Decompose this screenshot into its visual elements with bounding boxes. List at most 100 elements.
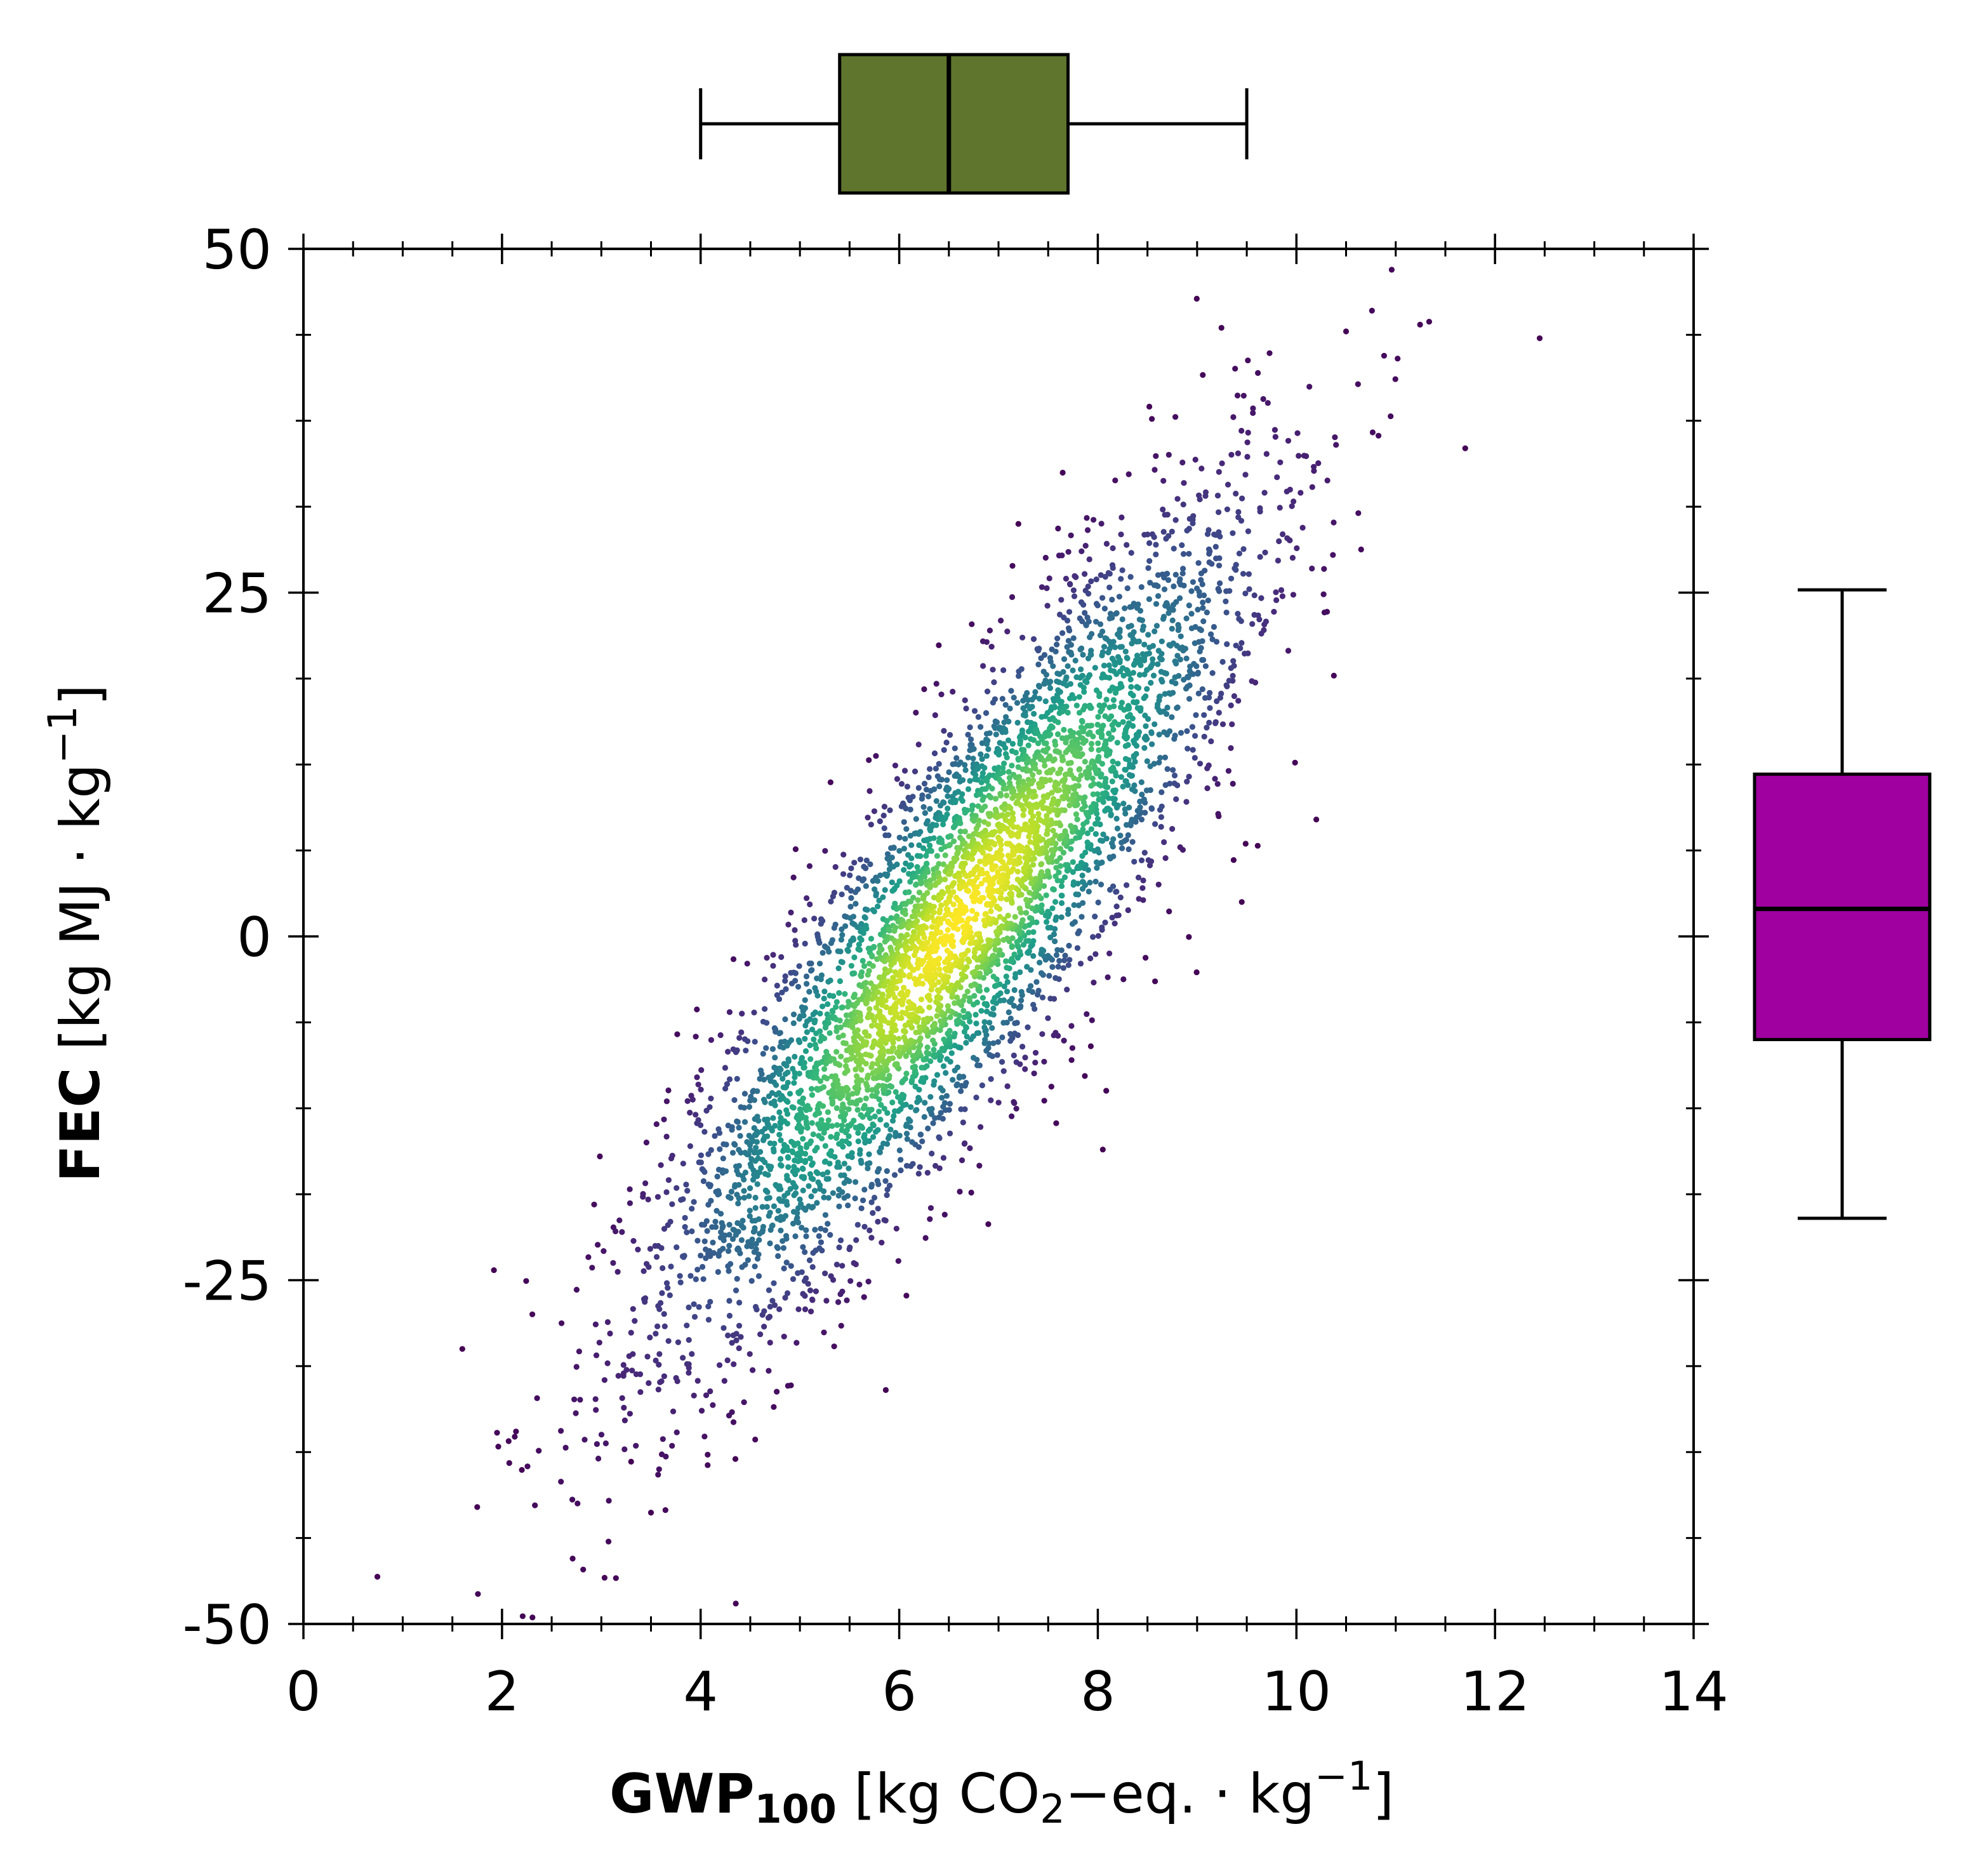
scatter-point — [941, 1100, 948, 1106]
scatter-point — [828, 1148, 834, 1154]
scatter-point — [1166, 908, 1172, 915]
scatter-point — [1164, 704, 1171, 711]
scatter-point — [888, 915, 894, 921]
scatter-point — [738, 1334, 744, 1340]
scatter-point — [853, 1124, 859, 1131]
scatter-point — [1025, 759, 1032, 765]
scatter-point — [1079, 853, 1085, 859]
scatter-point — [1032, 689, 1039, 695]
scatter-point — [948, 1050, 955, 1056]
scatter-point — [938, 902, 945, 908]
scatter-point — [940, 821, 946, 828]
scatter-point — [960, 1008, 967, 1014]
scatter-point — [774, 982, 780, 989]
scatter-point — [1035, 740, 1042, 747]
scatter-point — [710, 1250, 717, 1256]
scatter-point — [1311, 463, 1317, 470]
scatter-point — [855, 1129, 861, 1136]
scatter-point — [941, 799, 947, 806]
scatter-point — [921, 780, 928, 787]
scatter-point — [982, 911, 988, 917]
scatter-point — [1237, 645, 1244, 651]
scatter-point — [974, 889, 981, 896]
scatter-point — [946, 898, 953, 905]
scatter-point — [1145, 531, 1151, 538]
scatter-point — [856, 1281, 863, 1287]
scatter-point — [941, 728, 947, 734]
scatter-point — [861, 1132, 868, 1138]
scatter-point — [946, 871, 953, 877]
scatter-point — [856, 941, 862, 948]
scatter-point — [1079, 872, 1085, 879]
scatter-point — [769, 1222, 776, 1228]
scatter-point — [802, 1022, 809, 1028]
scatter-point — [1092, 831, 1099, 837]
scatter-point — [851, 954, 858, 961]
scatter-point — [924, 1044, 931, 1051]
scatter-point — [1096, 747, 1102, 754]
scatter-point — [1183, 799, 1190, 805]
scatter-point — [998, 617, 1004, 624]
scatter-point — [734, 1119, 741, 1125]
scatter-point — [1120, 976, 1127, 983]
scatter-point — [964, 1034, 970, 1040]
scatter-point — [1009, 955, 1015, 962]
scatter-point — [999, 1059, 1006, 1065]
scatter-point — [1193, 712, 1199, 718]
scatter-point — [877, 872, 884, 879]
scatter-point — [621, 1417, 628, 1423]
scatter-point — [795, 1140, 801, 1147]
scatter-point — [1059, 552, 1065, 559]
scatter-point — [1081, 689, 1087, 695]
scatter-point — [783, 986, 789, 992]
scatter-point — [1462, 445, 1468, 451]
scatter-point — [787, 1186, 793, 1192]
scatter-point — [1235, 509, 1242, 516]
scatter-point — [1228, 451, 1235, 458]
scatter-point — [991, 679, 997, 686]
scatter-point — [839, 959, 846, 966]
scatter-point — [707, 1388, 714, 1395]
scatter-point — [1122, 726, 1129, 733]
scatter-point — [1214, 781, 1221, 787]
scatter-point — [1160, 616, 1167, 622]
scatter-point — [594, 1441, 601, 1447]
scatter-point — [783, 1144, 790, 1150]
scatter-point — [656, 1466, 662, 1472]
scatter-point — [937, 920, 943, 926]
scatter-point — [1141, 849, 1148, 856]
scatter-point — [861, 1223, 868, 1230]
scatter-point — [1093, 576, 1099, 583]
scatter-point — [1251, 611, 1258, 618]
scatter-point — [1084, 679, 1090, 686]
scatter-point — [1095, 756, 1101, 762]
scatter-point — [1000, 781, 1007, 787]
scatter-point — [519, 1467, 525, 1473]
scatter-point — [1011, 860, 1018, 867]
scatter-point — [836, 990, 842, 996]
scatter-point — [1025, 1024, 1031, 1030]
scatter-point — [1126, 772, 1133, 778]
scatter-point — [1004, 964, 1010, 971]
scatter-point — [860, 930, 866, 936]
scatter-point — [999, 1034, 1006, 1041]
scatter-point — [601, 1248, 607, 1254]
scatter-point — [1073, 891, 1079, 898]
scatter-point — [1065, 962, 1072, 968]
scatter-point — [1088, 746, 1094, 752]
scatter-point — [1071, 902, 1077, 908]
scatter-point — [925, 793, 932, 800]
scatter-point — [931, 1020, 938, 1027]
scatter-point — [1258, 630, 1264, 637]
scatter-point — [1238, 640, 1245, 646]
scatter-point — [1171, 780, 1178, 787]
scatter-point — [1180, 502, 1186, 508]
scatter-point — [1096, 796, 1102, 803]
scatter-point — [704, 1228, 710, 1234]
scatter-point — [904, 783, 910, 790]
scatter-point — [1223, 598, 1229, 604]
scatter-point — [1181, 480, 1187, 486]
scatter-point — [742, 1261, 748, 1268]
scatter-point — [790, 1020, 797, 1027]
scatter-point — [1330, 552, 1336, 558]
